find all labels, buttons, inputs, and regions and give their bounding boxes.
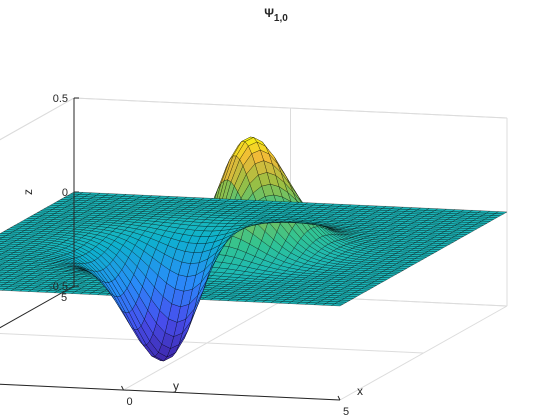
box-edge [0,97,75,141]
axes-frame [0,97,341,401]
box-edge [73,97,508,119]
x-axis-label: x [357,384,363,398]
y-axis-label: y [173,379,179,393]
chart-title-subscript: 1,0 [274,13,288,24]
x-tick-label: 5 [343,406,349,418]
chart-title-main: Ψ [264,6,274,20]
grid-line [0,332,424,354]
x-tick-mark [337,395,341,401]
grid-line [0,97,75,141]
surface-mesh [0,136,508,362]
tick-labels: -0.500.5-505-505 [49,93,349,418]
y-tick-label: 5 [61,292,67,304]
x-axis-line [0,383,341,401]
x-tick-mark [121,385,124,391]
z-tick-label: 0 [62,187,68,199]
z-axis-label: z [21,189,35,195]
x-tick-label: 0 [126,396,132,408]
y-axis-line [0,285,75,329]
chart-title: Ψ1,0 [264,6,288,24]
grid-line [0,383,341,401]
z-tick-label: -0.5 [49,281,68,293]
z-tick-label: 0.5 [53,93,68,105]
